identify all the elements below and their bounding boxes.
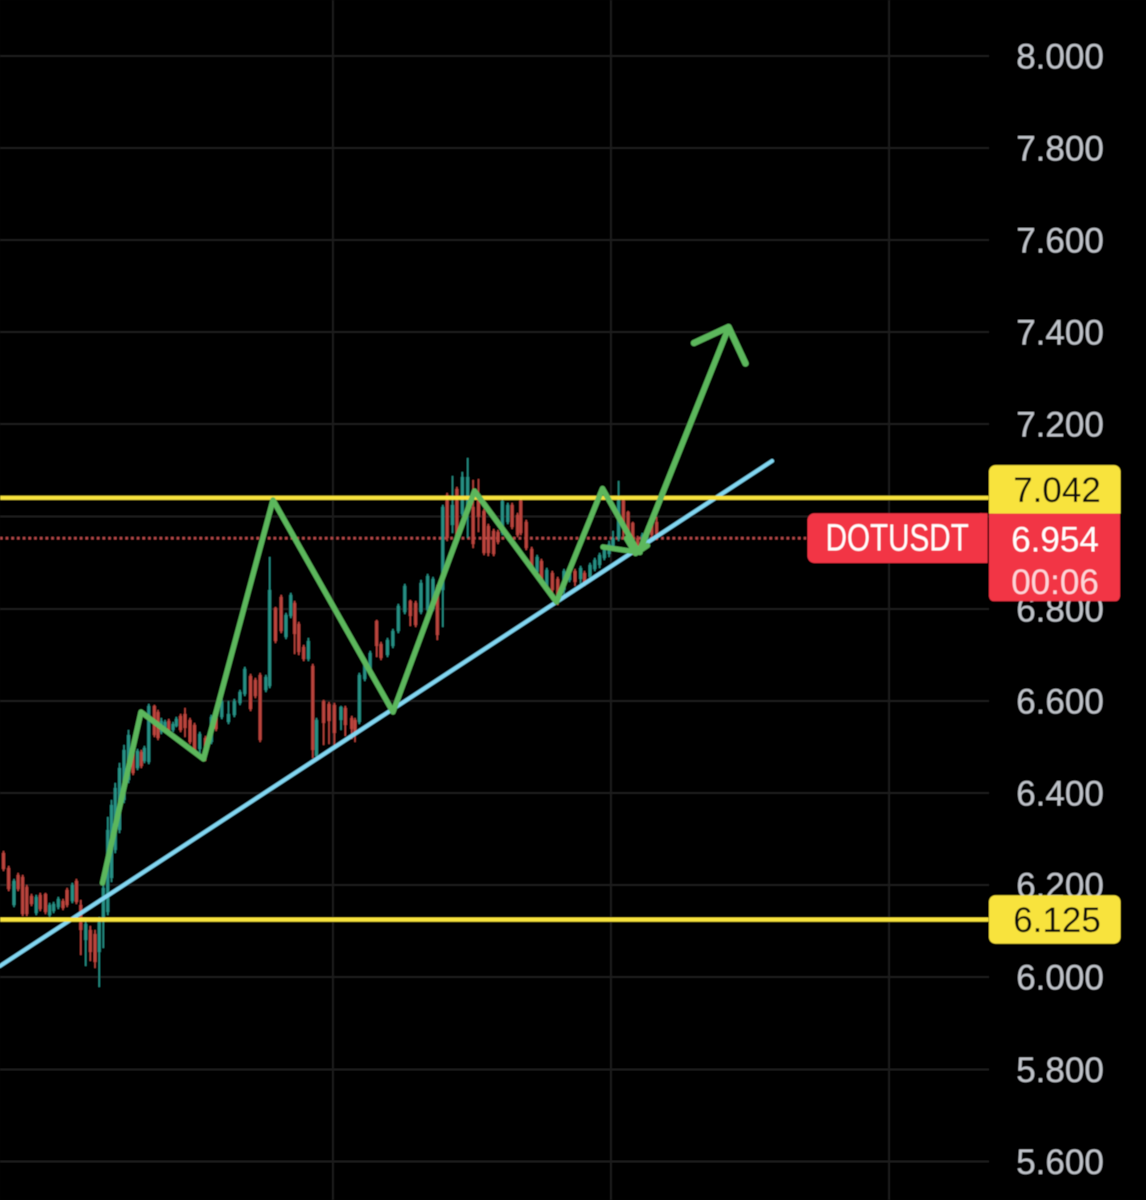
svg-text:7.800: 7.800: [1016, 129, 1104, 168]
svg-text:DOTUSDT: DOTUSDT: [826, 517, 969, 559]
svg-text:7.042: 7.042: [1013, 471, 1101, 510]
svg-text:6.400: 6.400: [1016, 774, 1104, 813]
svg-text:8.000: 8.000: [1016, 37, 1104, 76]
svg-text:6.600: 6.600: [1016, 682, 1104, 721]
svg-text:6.000: 6.000: [1016, 958, 1104, 997]
svg-text:6.954: 6.954: [1011, 520, 1099, 559]
svg-text:5.800: 5.800: [1016, 1051, 1104, 1090]
svg-text:7.400: 7.400: [1016, 313, 1104, 352]
svg-text:7.200: 7.200: [1016, 405, 1104, 444]
svg-text:6.125: 6.125: [1013, 901, 1101, 940]
svg-text:7.600: 7.600: [1016, 221, 1104, 260]
svg-text:5.600: 5.600: [1016, 1143, 1104, 1182]
svg-text:00:06: 00:06: [1011, 563, 1099, 602]
